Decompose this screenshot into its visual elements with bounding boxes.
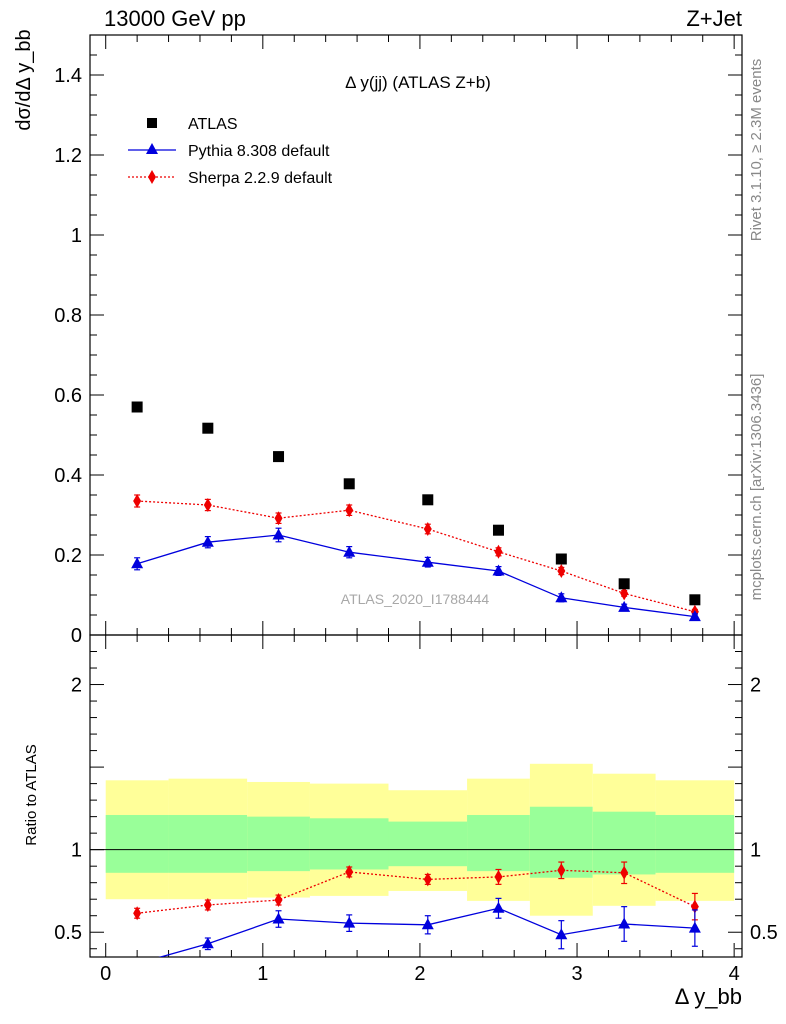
sherpa-ratio-point xyxy=(423,872,432,887)
ratio-axis-ticks: 0 1 2 3 4 0.5 0.5 1 1 2 2 xyxy=(54,634,778,985)
sherpa-ratio-point xyxy=(345,864,354,879)
sherpa-point xyxy=(203,498,212,512)
atlas-point xyxy=(618,578,630,590)
pythia-ratio-line xyxy=(158,907,695,957)
sherpa-point xyxy=(133,494,142,508)
y-tick-label: 0.8 xyxy=(54,305,82,327)
x-tick-label: 2 xyxy=(414,963,425,985)
y-tick-label: 0.4 xyxy=(54,465,82,487)
x-tick-label: 4 xyxy=(729,963,740,985)
header-right-label: Z+Jet xyxy=(686,6,742,31)
ratio-tick-label-right: 1 xyxy=(750,840,761,862)
sherpa-point xyxy=(494,544,503,559)
ratio-tick-label: 1 xyxy=(71,840,82,862)
legend-pythia-label: Pythia 8.308 default xyxy=(188,143,330,160)
pythia-point xyxy=(343,545,356,557)
y-tick-label: 0.6 xyxy=(54,385,82,407)
legend-atlas-label: ATLAS xyxy=(188,116,238,133)
legend-sherpa-marker xyxy=(148,170,156,184)
ratio-band-green xyxy=(388,821,468,867)
pythia-ratio-point xyxy=(492,901,505,913)
ratio-band-green xyxy=(168,814,248,873)
atlas-point xyxy=(555,553,567,565)
pythia-point xyxy=(272,528,285,540)
ratio-band-green xyxy=(105,814,169,873)
pythia-point xyxy=(421,555,434,567)
ratio-band-green xyxy=(309,818,389,870)
ratio-plot-frame xyxy=(89,634,743,958)
reference-label: ATLAS_2020_I1788444 xyxy=(341,591,490,607)
sherpa-ratio-point xyxy=(620,865,629,880)
sherpa-ratio-point xyxy=(203,897,212,912)
sherpa-point xyxy=(274,511,283,526)
legend-pythia-marker xyxy=(146,143,158,154)
ratio-plot-marks xyxy=(90,763,742,968)
sherpa-point xyxy=(345,503,354,518)
y-tick-label: 0 xyxy=(71,625,82,647)
atlas-point xyxy=(343,478,355,490)
pythia-point xyxy=(688,610,701,622)
pythia-ratio-point xyxy=(618,917,631,929)
ratio-series-group xyxy=(131,861,701,968)
sherpa-point xyxy=(620,586,629,601)
legend: ATLAS Pythia 8.308 default Sherpa 2.2.9 … xyxy=(128,116,333,187)
sherpa-ratio-point xyxy=(133,906,142,921)
pythia-point xyxy=(131,557,144,569)
ratio-tick-label: 2 xyxy=(71,675,82,697)
y-axis-label: dσ/dΔ y_bb xyxy=(13,29,35,130)
sherpa-ratio-point xyxy=(494,869,503,884)
y-tick-label: 0.2 xyxy=(54,545,82,567)
ratio-tick-label-right: 2 xyxy=(750,675,761,697)
atlas-point xyxy=(273,451,285,463)
pythia-point xyxy=(618,600,631,612)
atlas-point xyxy=(492,524,504,536)
plot-title: Δ y(jj) (ATLAS Z+b) xyxy=(345,73,491,92)
pythia-ratio-point xyxy=(343,916,356,928)
pythia-ratio-point xyxy=(201,937,214,949)
sherpa-ratio-point xyxy=(557,863,566,878)
ratio-band-green xyxy=(467,814,530,872)
x-tick-label: 0 xyxy=(100,963,111,985)
legend-atlas-marker xyxy=(147,118,157,128)
atlas-point xyxy=(422,494,434,506)
main-plot-marks xyxy=(131,401,701,622)
ratio-y-axis-label: Ratio to ATLAS xyxy=(23,744,40,845)
pythia-ratio-point xyxy=(421,918,434,930)
ratio-band-green xyxy=(655,814,735,873)
pythia-ratio-point xyxy=(272,912,285,924)
y-tick-label: 1.2 xyxy=(54,145,82,167)
header-left-label: 13000 GeV pp xyxy=(104,6,246,31)
main-series-group xyxy=(131,401,701,622)
x-tick-label: 3 xyxy=(571,963,582,985)
main-axis-ticks: 0 0.2 0.4 0.6 0.8 1 1.2 1.4 xyxy=(54,34,742,647)
sherpa-point xyxy=(557,564,566,578)
pythia-point xyxy=(492,564,505,576)
pythia-point xyxy=(555,591,568,603)
ratio-tick-label: 0.5 xyxy=(54,922,82,944)
ratio-band-green xyxy=(247,816,310,872)
pythia-point xyxy=(201,535,214,547)
mcplots-label: mcplots.cern.ch [arXiv:1306.3436] xyxy=(748,374,765,601)
atlas-point xyxy=(131,401,143,413)
pythia-ratio-point xyxy=(688,921,701,933)
pythia-ratio-point xyxy=(131,957,143,968)
x-tick-label: 1 xyxy=(257,963,268,985)
atlas-point xyxy=(202,422,214,434)
rivet-label: Rivet 3.1.10, ≥ 2.3M events xyxy=(748,59,765,242)
x-axis-label: Δ y_bb xyxy=(675,984,742,1009)
y-tick-label: 1 xyxy=(71,225,82,247)
sherpa-ratio-point xyxy=(274,893,283,908)
legend-sherpa-label: Sherpa 2.2.9 default xyxy=(188,170,333,187)
sherpa-point xyxy=(423,522,432,536)
y-tick-label: 1.4 xyxy=(54,65,82,87)
atlas-point xyxy=(689,594,701,606)
pythia-ratio-point xyxy=(555,928,568,940)
ratio-tick-label-right: 0.5 xyxy=(750,922,778,944)
